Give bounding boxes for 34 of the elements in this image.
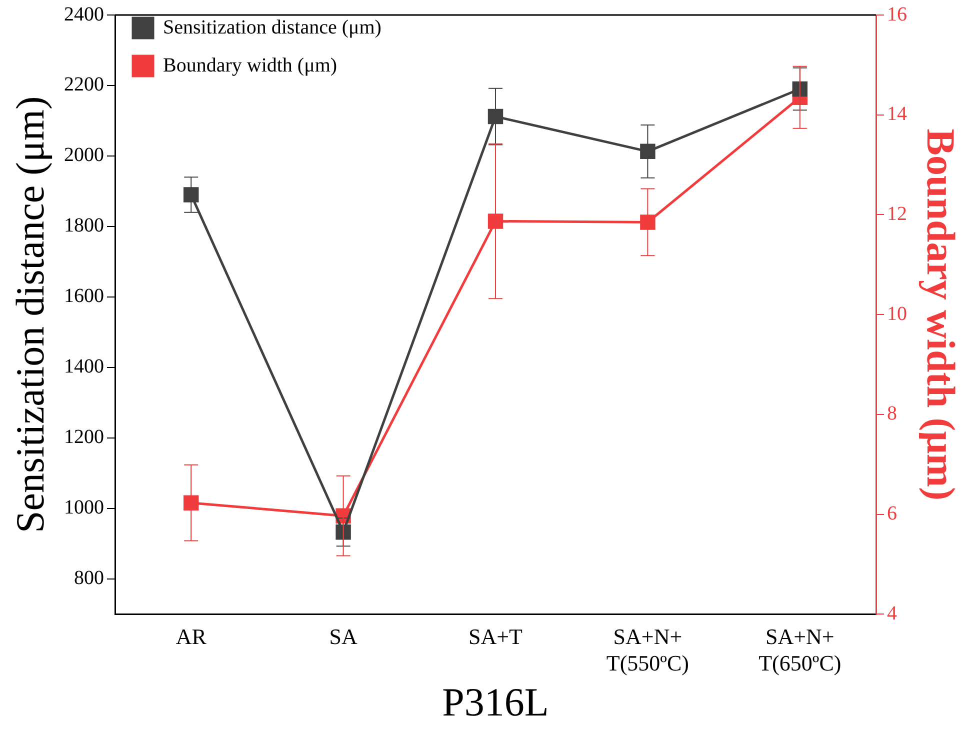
y2-tick-label: 10	[887, 302, 907, 325]
y-tick-label: 2200	[64, 74, 104, 96]
point	[488, 108, 504, 124]
y-tick-label: 1600	[64, 285, 104, 308]
y-tick-label: 1200	[64, 426, 104, 448]
y-axis-title: Sensitization distance (μm)	[8, 96, 52, 534]
y-tick-label: 1000	[64, 496, 104, 519]
point	[792, 81, 808, 97]
x-tick-label: SA+N+ T(650ºC)	[758, 624, 842, 676]
point	[488, 214, 504, 229]
x-tick-label: SA+T	[468, 624, 524, 650]
y-tick-label: 2400	[64, 3, 104, 26]
x-tick-label: AR	[176, 624, 207, 650]
y-tick-label: 1800	[64, 214, 104, 237]
y2-tick-label: 14	[887, 103, 907, 126]
y2-tick-label: 6	[887, 502, 897, 525]
y-tick-label: 800	[74, 567, 104, 590]
y-tick-label: 1400	[64, 356, 104, 378]
y-tick-label: 2000	[64, 144, 104, 166]
y2-tick-label: 4	[887, 602, 897, 624]
x-tick-label: SA+N+ T(550ºC)	[606, 624, 689, 676]
x-tick-label: SA	[329, 624, 358, 650]
x-axis-title: P316L	[442, 680, 549, 724]
point	[183, 495, 199, 510]
y2-tick-label: 12	[887, 202, 907, 225]
legend-label: Sensitization distance (μm)	[163, 16, 382, 38]
point	[336, 524, 351, 540]
y2-axis-title: Boundary width (μm)	[918, 128, 964, 500]
y2-tick-label: 8	[887, 402, 897, 425]
point	[640, 214, 656, 230]
point	[183, 187, 199, 202]
legend-label: Boundary width (μm)	[163, 54, 338, 76]
point	[640, 144, 656, 160]
y2-tick-label: 16	[887, 3, 907, 26]
